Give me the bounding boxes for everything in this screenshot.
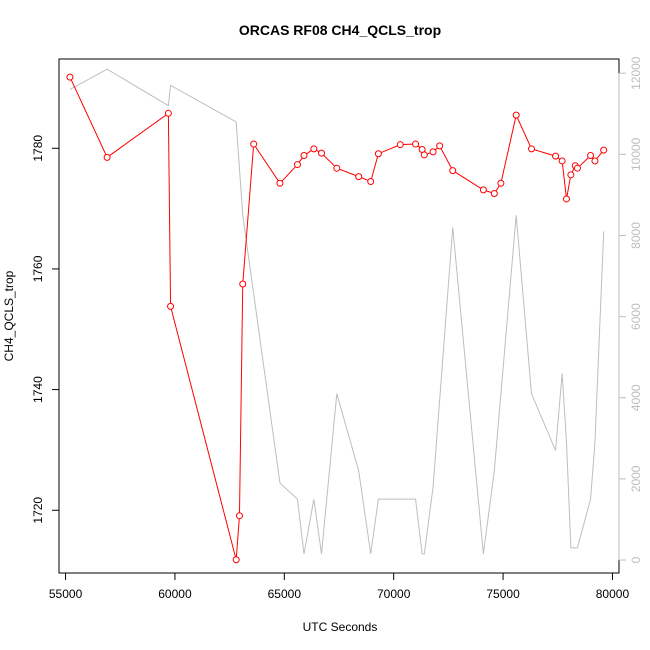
- primary-series-line: [69, 76, 605, 560]
- data-point: [449, 167, 457, 175]
- data-point: [355, 173, 363, 181]
- data-point: [300, 152, 308, 160]
- data-point: [250, 140, 258, 148]
- data-point: [310, 145, 318, 153]
- data-point: [374, 150, 382, 158]
- chart-title: ORCAS RF08 CH4_QCLS_trop: [239, 22, 441, 38]
- x-tick-label: 55000: [49, 587, 83, 601]
- y-tick-label: 1740: [31, 376, 45, 403]
- data-point: [367, 177, 375, 185]
- x-tick-label: 80000: [596, 587, 630, 601]
- data-point: [436, 142, 444, 150]
- data-point: [396, 141, 404, 149]
- x-tick-label: 70000: [377, 587, 411, 601]
- y2-tick-label: 6000: [629, 303, 643, 330]
- y-tick-label: 1780: [31, 135, 45, 162]
- y-tick-label: 1760: [31, 255, 45, 282]
- data-point: [412, 140, 420, 148]
- data-point: [587, 152, 595, 160]
- y2-tick-label: 8000: [629, 222, 643, 249]
- data-point: [600, 146, 608, 154]
- x-tick-label: 65000: [268, 587, 302, 601]
- x-tick-label: 75000: [486, 587, 520, 601]
- x-tick-label: 60000: [158, 587, 192, 601]
- data-point: [164, 109, 172, 117]
- data-point: [573, 164, 581, 172]
- y-tick-label: 1720: [31, 497, 45, 524]
- data-point: [429, 148, 437, 156]
- x-axis-label: UTC Seconds: [303, 620, 378, 634]
- data-point: [333, 164, 341, 172]
- data-point: [239, 280, 247, 288]
- data-point: [497, 179, 505, 187]
- data-point: [558, 157, 566, 165]
- data-point: [103, 153, 111, 161]
- data-point: [479, 186, 487, 194]
- secondary-series-line: [69, 68, 605, 555]
- y2-tick-label: 2000: [629, 465, 643, 492]
- data-point: [318, 149, 325, 157]
- data-point: [512, 111, 520, 119]
- y2-tick-label: 0: [629, 556, 643, 563]
- data-point: [591, 157, 599, 165]
- data-point: [167, 302, 175, 310]
- data-point: [276, 179, 284, 187]
- series-layer: [66, 68, 608, 564]
- data-point: [293, 161, 301, 169]
- y-axis-label: CH4_QCLS_trop: [2, 270, 16, 361]
- data-point: [490, 190, 498, 198]
- data-point: [563, 195, 570, 203]
- data-point: [66, 73, 74, 81]
- data-point: [235, 512, 243, 520]
- y2-tick-label: 12000: [629, 56, 643, 90]
- y2-tick-label: 10000: [629, 137, 643, 171]
- data-point: [232, 556, 240, 564]
- data-point: [552, 152, 560, 160]
- data-point: [528, 145, 535, 153]
- axes-layer: 55000 60000 65000 70000 75000 800001720174017…: [31, 56, 643, 601]
- data-point: [420, 151, 428, 159]
- y2-tick-label: 4000: [629, 384, 643, 411]
- data-point: [567, 171, 575, 179]
